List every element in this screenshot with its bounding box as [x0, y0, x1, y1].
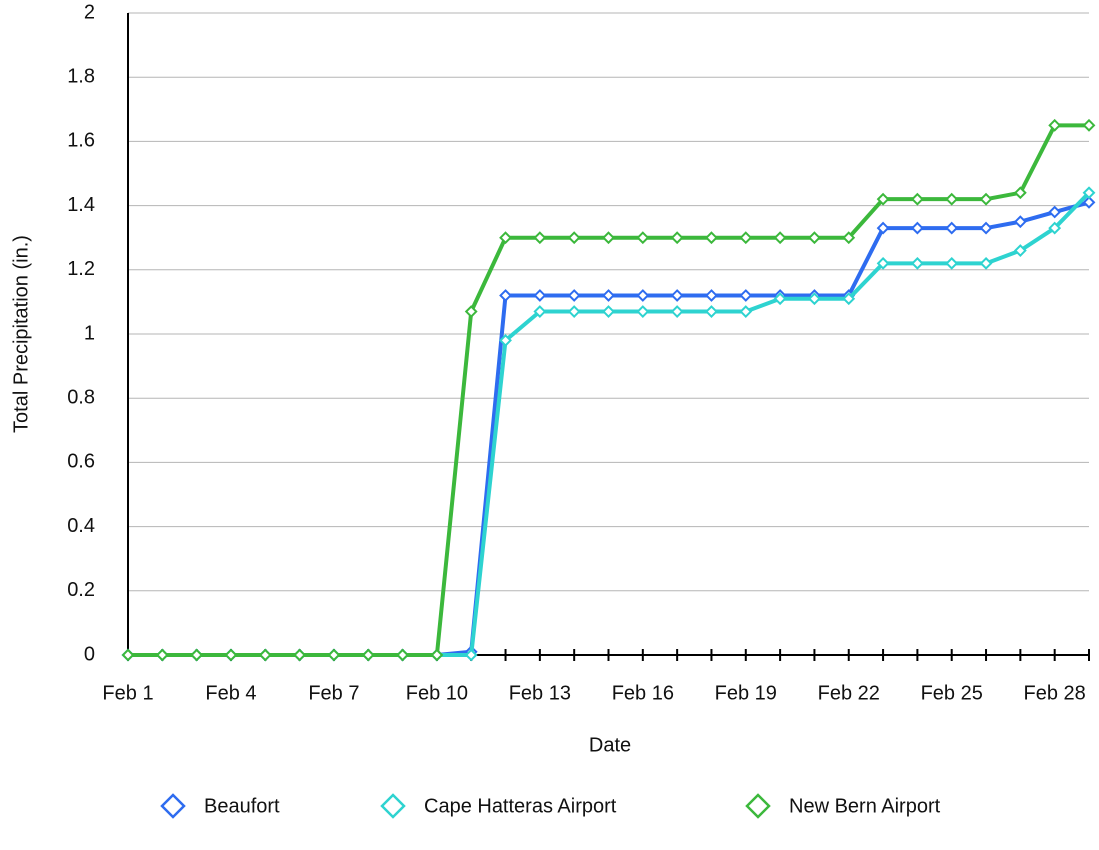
data-point [979, 256, 993, 270]
data-point [739, 289, 753, 302]
series-line [128, 123, 1089, 657]
data-point [499, 334, 512, 347]
data-point [224, 648, 238, 662]
x-tick-label: Feb 28 [1024, 682, 1086, 704]
y-tick-label: 1.2 [67, 258, 95, 280]
y-tick-label: 0 [84, 643, 95, 665]
y-tick-label: 1 [84, 322, 95, 344]
data-point [773, 292, 787, 306]
x-tick-label: Feb 19 [715, 682, 777, 704]
data-point [533, 305, 547, 318]
data-point [464, 648, 478, 662]
data-point [430, 648, 444, 662]
y-tick-label: 0.6 [67, 451, 95, 473]
data-point [499, 231, 512, 245]
data-point [636, 305, 650, 318]
data-point [670, 305, 684, 318]
data-point [876, 256, 890, 270]
x-tick-label: Feb 22 [818, 682, 880, 704]
legend-label: Cape Hatteras Airport [424, 795, 617, 817]
data-point [670, 231, 684, 245]
data-point [1013, 215, 1027, 229]
data-point [190, 648, 204, 662]
y-axis-title: Total Precipitation (in.) [10, 235, 32, 433]
y-tick-label: 0.4 [67, 515, 95, 537]
data-point [739, 305, 753, 318]
data-point [876, 192, 890, 206]
data-point [808, 231, 821, 245]
data-point [636, 289, 650, 302]
x-tick-label: Feb 10 [406, 682, 468, 704]
data-point [1082, 186, 1096, 200]
data-point [842, 292, 856, 306]
data-point [361, 648, 375, 662]
data-point [1013, 244, 1027, 257]
data-point [567, 289, 581, 302]
data-point [155, 648, 169, 662]
data-point [533, 231, 547, 245]
data-point [567, 231, 581, 245]
data-point [258, 648, 272, 662]
data-point [945, 221, 959, 235]
legend-label: New Bern Airport [789, 795, 941, 817]
data-point [499, 289, 512, 302]
data-point [773, 231, 787, 245]
data-point [602, 305, 615, 318]
y-tick-label: 0.2 [67, 579, 95, 601]
data-point [910, 256, 924, 270]
data-point [1082, 195, 1096, 209]
data-point [842, 231, 856, 245]
x-tick-label: Feb 4 [205, 682, 256, 704]
y-tick-label: 1.6 [67, 130, 95, 152]
data-point [945, 192, 959, 206]
data-point [705, 289, 718, 302]
y-tick-label: 1.8 [67, 65, 95, 87]
x-tick-label: Feb 13 [509, 682, 571, 704]
data-point [1048, 221, 1062, 235]
legend-marker [380, 793, 406, 819]
data-point [705, 305, 718, 318]
data-point [1013, 186, 1027, 200]
data-point [121, 648, 135, 662]
x-tick-label: Feb 7 [308, 682, 359, 704]
data-point [945, 256, 959, 270]
data-point [1048, 205, 1062, 219]
legend-marker [160, 793, 186, 819]
x-tick-label: Feb 16 [612, 682, 674, 704]
data-point [910, 221, 924, 235]
data-point [670, 289, 684, 302]
data-point [705, 231, 718, 245]
data-point [293, 648, 307, 662]
data-point [567, 305, 581, 318]
data-point [636, 231, 650, 245]
y-tick-label: 1.4 [67, 194, 95, 216]
x-tick-label: Feb 1 [102, 682, 153, 704]
data-point [739, 231, 753, 245]
data-point [464, 305, 478, 318]
data-point [979, 221, 993, 235]
data-point [910, 192, 924, 206]
data-point [533, 289, 547, 302]
series-line [128, 191, 1091, 657]
data-point [979, 192, 993, 206]
data-point [327, 648, 341, 662]
data-point [1082, 118, 1096, 132]
x-axis-title: Date [589, 734, 631, 756]
y-tick-label: 2 [84, 1, 95, 23]
data-point [602, 231, 615, 245]
data-point [876, 221, 890, 235]
legend-marker [745, 793, 771, 819]
data-point [808, 292, 821, 306]
data-point [396, 648, 409, 662]
legend-label: Beaufort [204, 795, 280, 817]
data-point [1048, 118, 1062, 132]
y-tick-label: 0.8 [67, 386, 95, 408]
x-tick-label: Feb 25 [921, 682, 983, 704]
data-point [602, 289, 615, 302]
